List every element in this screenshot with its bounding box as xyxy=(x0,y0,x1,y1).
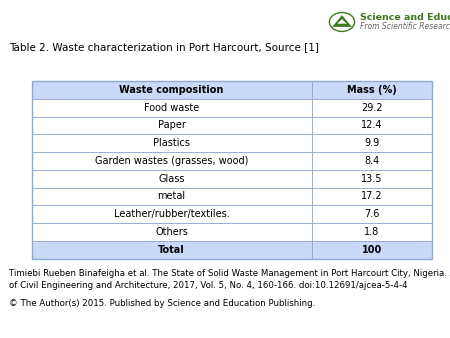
Bar xyxy=(312,99,432,117)
Text: Total: Total xyxy=(158,245,185,255)
Bar xyxy=(312,223,432,241)
Text: 7.6: 7.6 xyxy=(364,209,380,219)
Text: metal: metal xyxy=(158,191,186,201)
Text: Glass: Glass xyxy=(158,174,185,184)
Text: 17.2: 17.2 xyxy=(361,191,383,201)
Bar xyxy=(32,117,312,134)
Text: Plastics: Plastics xyxy=(153,138,190,148)
Bar xyxy=(312,241,432,259)
Text: Mass (%): Mass (%) xyxy=(347,85,397,95)
Text: 13.5: 13.5 xyxy=(361,174,382,184)
Bar xyxy=(312,152,432,170)
Text: 100: 100 xyxy=(362,245,382,255)
Text: Science and Education Publishing: Science and Education Publishing xyxy=(360,14,450,22)
Polygon shape xyxy=(332,15,352,27)
Text: © The Author(s) 2015. Published by Science and Education Publishing.: © The Author(s) 2015. Published by Scien… xyxy=(9,299,315,308)
Bar xyxy=(312,170,432,188)
Bar xyxy=(32,170,312,188)
Text: Timiebi Rueben Binafeigha et al. The State of Solid Waste Management in Port Har: Timiebi Rueben Binafeigha et al. The Sta… xyxy=(9,269,450,290)
Bar xyxy=(32,188,312,206)
Text: Waste composition: Waste composition xyxy=(120,85,224,95)
Text: Garden wastes (grasses, wood): Garden wastes (grasses, wood) xyxy=(95,156,248,166)
Bar xyxy=(32,134,312,152)
Text: 8.4: 8.4 xyxy=(364,156,379,166)
Bar xyxy=(32,152,312,170)
Text: Paper: Paper xyxy=(158,120,185,130)
Text: Leather/rubber/textiles.: Leather/rubber/textiles. xyxy=(114,209,230,219)
Text: From Scientific Research to Knowledge: From Scientific Research to Knowledge xyxy=(360,22,450,30)
Text: Food waste: Food waste xyxy=(144,103,199,113)
Polygon shape xyxy=(337,19,347,24)
Bar xyxy=(312,117,432,134)
Bar xyxy=(312,134,432,152)
Text: 1.8: 1.8 xyxy=(364,227,379,237)
Bar xyxy=(312,81,432,99)
Bar xyxy=(32,99,312,117)
Bar xyxy=(32,206,312,223)
Bar xyxy=(312,188,432,206)
Bar xyxy=(32,223,312,241)
Bar xyxy=(312,206,432,223)
Text: Table 2. Waste characterization in Port Harcourt, Source [1]: Table 2. Waste characterization in Port … xyxy=(9,42,319,52)
Text: Others: Others xyxy=(155,227,188,237)
Text: 9.9: 9.9 xyxy=(364,138,379,148)
Bar xyxy=(32,81,432,259)
Text: 29.2: 29.2 xyxy=(361,103,383,113)
Bar xyxy=(32,81,312,99)
Text: 12.4: 12.4 xyxy=(361,120,382,130)
Bar xyxy=(32,241,312,259)
